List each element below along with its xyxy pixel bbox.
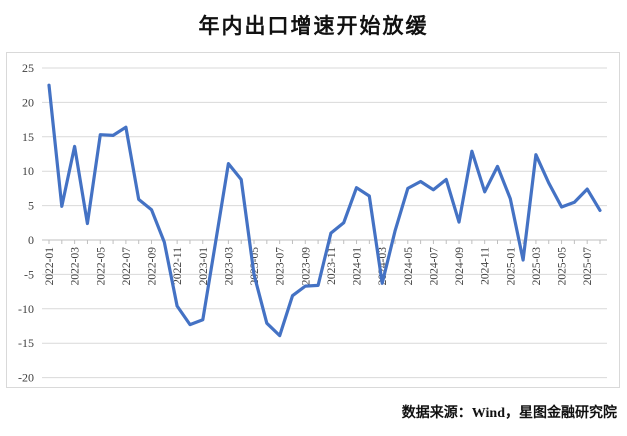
x-tick-label: 2022-03 (70, 247, 82, 286)
x-tick-label: 2022-01 (44, 247, 56, 286)
x-tick-label: 2022-11 (172, 247, 184, 285)
y-tick-label: -5 (24, 267, 34, 281)
y-tick-label: -10 (18, 302, 34, 316)
y-tick-label: -20 (18, 371, 34, 385)
y-tick-label: 0 (28, 233, 34, 247)
source-note: 数据来源：Wind，星图金融研究院 (401, 406, 617, 421)
y-tick-label: 15 (22, 130, 34, 144)
x-tick-label: 2022-07 (121, 247, 133, 286)
x-tick-label: 2024-09 (454, 247, 466, 286)
chart-title: 年内出口增速开始放缓 (198, 14, 429, 38)
x-tick-label: 2023-07 (275, 247, 287, 286)
x-tick-label: 2022-05 (95, 247, 107, 286)
y-tick-label: 5 (28, 199, 34, 213)
y-tick-label: 20 (22, 95, 34, 109)
x-tick-label: 2023-09 (300, 247, 312, 286)
x-tick-label: 2024-11 (480, 247, 492, 285)
plot-frame (6, 52, 620, 388)
y-tick-label: 10 (22, 164, 34, 178)
x-tick-label: 2025-05 (557, 247, 569, 286)
x-tick-label: 2022-09 (147, 247, 159, 286)
x-tick-label: 2024-05 (403, 247, 415, 286)
y-tick-label: -15 (18, 336, 34, 350)
x-tick-label: 2025-07 (582, 247, 594, 286)
x-tick-label: 2023-11 (326, 247, 338, 285)
series-line (47, 83, 602, 338)
x-tick-label: 2024-01 (352, 247, 364, 286)
x-tick-label: 2023-01 (198, 247, 210, 286)
x-tick-label: 2023-03 (223, 247, 235, 286)
x-tick-label: 2024-07 (428, 247, 440, 286)
y-tick-label: 25 (22, 61, 34, 75)
x-tick-label: 2025-03 (531, 247, 543, 286)
x-tick-label: 2025-01 (505, 247, 517, 286)
